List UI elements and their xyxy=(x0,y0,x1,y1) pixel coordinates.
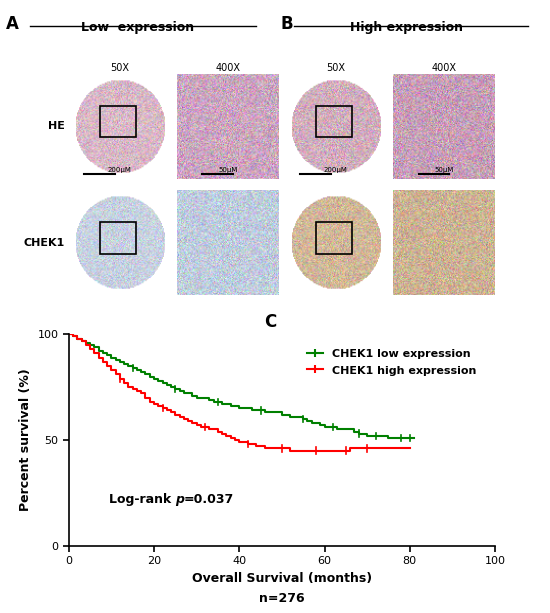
Text: 200μM: 200μM xyxy=(324,167,348,173)
CHEK1 low expression xyxy=(163,381,170,389)
Legend: CHEK1 low expression, CHEK1 high expression: CHEK1 low expression, CHEK1 high express… xyxy=(302,344,481,380)
Title: 400X: 400X xyxy=(432,63,456,73)
Text: n=276: n=276 xyxy=(259,592,305,605)
CHEK1 low expression xyxy=(160,379,166,387)
CHEK1 high expression xyxy=(321,447,328,454)
CHEK1 high expression xyxy=(65,330,72,338)
CHEK1 high expression xyxy=(253,443,260,450)
Text: Low  expression: Low expression xyxy=(81,21,194,34)
Title: 50X: 50X xyxy=(326,63,345,73)
CHEK1 low expression xyxy=(334,425,340,433)
CHEK1 low expression xyxy=(343,425,349,433)
Text: =0.037: =0.037 xyxy=(184,493,234,506)
CHEK1 high expression xyxy=(287,447,294,454)
CHEK1 low expression xyxy=(228,403,234,410)
Text: 200μM: 200μM xyxy=(108,167,131,173)
CHEK1 low expression xyxy=(146,373,153,380)
Title: 50X: 50X xyxy=(110,63,129,73)
Y-axis label: Percent survival (%): Percent survival (%) xyxy=(19,368,32,511)
Text: p: p xyxy=(175,493,184,506)
CHEK1 low expression xyxy=(65,330,72,338)
Text: A: A xyxy=(6,15,18,33)
CHEK1 high expression xyxy=(406,444,413,452)
Text: High expression: High expression xyxy=(350,21,464,34)
CHEK1 low expression xyxy=(385,434,392,441)
Title: 400X: 400X xyxy=(216,63,240,73)
CHEK1 low expression xyxy=(411,434,417,441)
Y-axis label: HE: HE xyxy=(48,121,64,131)
Text: 50μM: 50μM xyxy=(218,167,238,173)
Line: CHEK1 high expression: CHEK1 high expression xyxy=(69,334,410,451)
Text: 50μM: 50μM xyxy=(434,167,454,173)
CHEK1 high expression xyxy=(364,444,371,452)
Line: CHEK1 low expression: CHEK1 low expression xyxy=(69,334,414,438)
CHEK1 high expression xyxy=(346,444,353,452)
X-axis label: Overall Survival (months): Overall Survival (months) xyxy=(192,571,372,585)
Text: B: B xyxy=(280,15,293,33)
Text: C: C xyxy=(264,313,276,330)
CHEK1 high expression xyxy=(278,444,285,452)
CHEK1 high expression xyxy=(377,444,383,452)
Text: Log-rank: Log-rank xyxy=(109,493,175,506)
Y-axis label: CHEK1: CHEK1 xyxy=(23,238,64,248)
